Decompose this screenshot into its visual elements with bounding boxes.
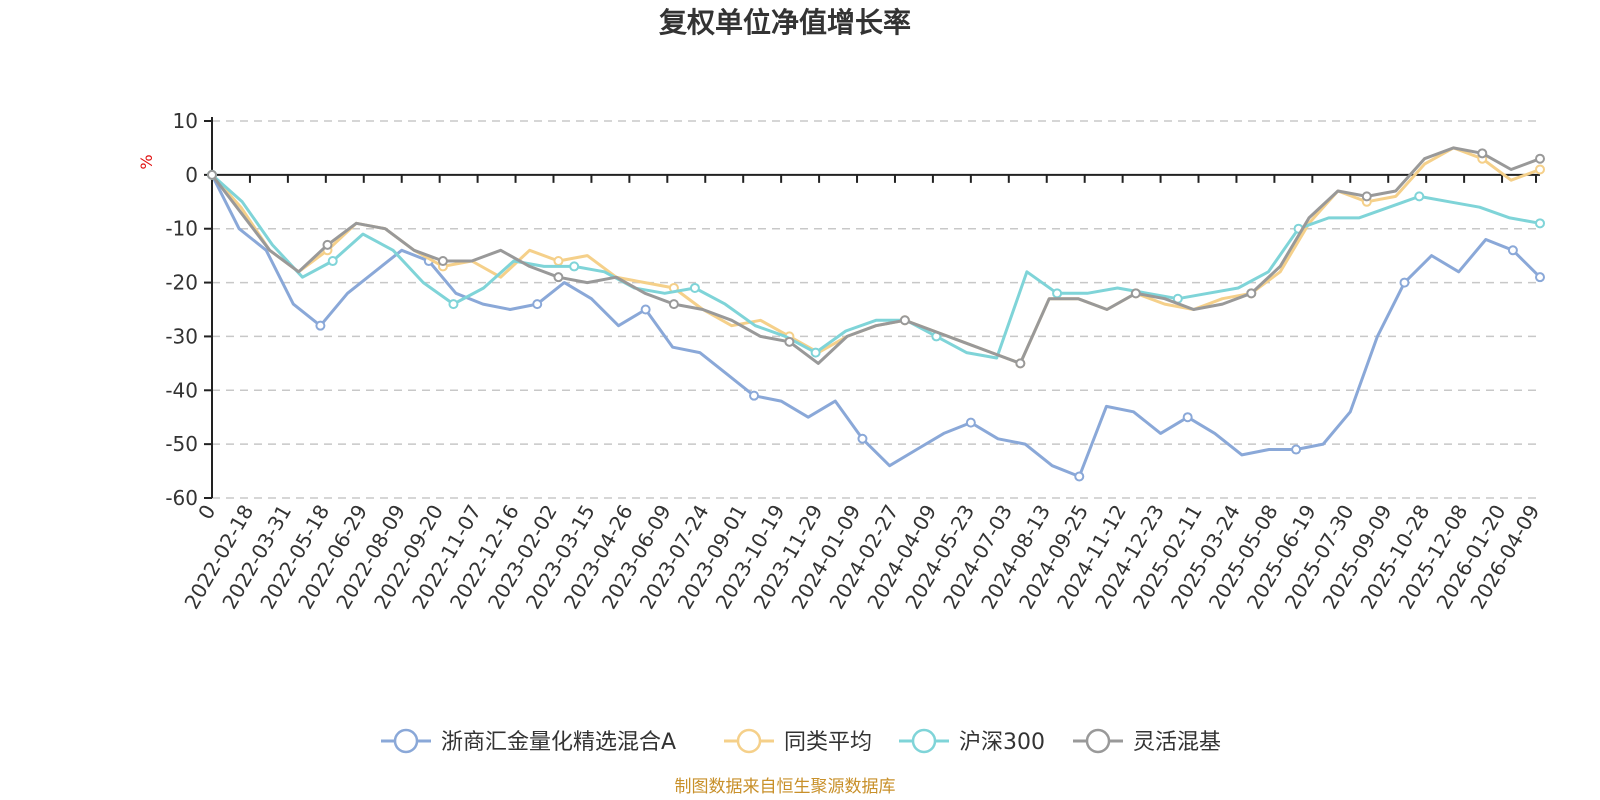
series-point — [553, 256, 564, 267]
series-point — [899, 315, 910, 326]
legend-label: 灵活混基 — [1133, 730, 1221, 755]
series-point — [1535, 272, 1545, 283]
series-lines — [207, 146, 1545, 482]
series-point — [1535, 164, 1545, 175]
series-point — [437, 256, 448, 267]
legend-item-2[interactable]: 沪深300 — [899, 728, 1045, 755]
series-point — [668, 299, 679, 310]
legend-label: 同类平均 — [784, 730, 872, 755]
series-point — [448, 299, 459, 310]
series-point — [532, 299, 543, 310]
series-point — [322, 239, 333, 250]
series-point — [1130, 288, 1141, 299]
series-point — [857, 433, 868, 444]
series-point — [1015, 358, 1026, 369]
series-point — [315, 320, 326, 331]
series-point — [749, 390, 760, 401]
series-point — [569, 261, 580, 272]
legend-marker-icon — [911, 728, 937, 754]
series-point — [1399, 277, 1410, 288]
legend-item-1[interactable]: 同类平均 — [724, 728, 872, 755]
legend-item-3[interactable]: 灵活混基 — [1073, 728, 1221, 755]
series-point — [689, 282, 700, 293]
series-point — [1507, 245, 1518, 256]
y-tick-label: 10 — [173, 109, 198, 133]
series-point — [1414, 191, 1425, 202]
x-tick-label-origin: 0 — [193, 501, 220, 524]
series-point — [1535, 153, 1545, 164]
series-point — [1246, 288, 1257, 299]
series-point — [207, 169, 217, 180]
series-line-3 — [210, 146, 1542, 365]
series-point — [784, 336, 795, 347]
y-tick-label: -30 — [165, 324, 198, 348]
series-point — [810, 347, 821, 358]
chart-title: 复权单位净值增长率 — [659, 6, 911, 39]
y-tick-label: -50 — [165, 432, 198, 456]
series-point — [1361, 191, 1372, 202]
y-tick-label: -20 — [165, 271, 198, 295]
y-tick-label: -60 — [165, 486, 198, 510]
series-line-0 — [210, 173, 1542, 478]
source-note: 制图数据来自恒生聚源数据库 — [675, 777, 896, 797]
legend-label: 浙商汇金量化精选混合A — [441, 730, 676, 755]
legend-item-0[interactable]: 浙商汇金量化精选混合A — [381, 728, 676, 755]
series-point — [1052, 288, 1063, 299]
y-tick-label: -40 — [165, 378, 198, 402]
series-point — [640, 304, 651, 315]
y-tick-label: 0 — [185, 163, 198, 187]
axes: 100-10-20-30-40-50-6002022-02-182022-03-… — [165, 109, 1544, 613]
legend-label: 沪深300 — [959, 730, 1045, 755]
series-point — [1182, 412, 1193, 423]
series-point — [1074, 471, 1085, 482]
series-point — [1477, 148, 1488, 159]
legend-marker-icon — [393, 728, 419, 754]
series-point — [965, 417, 976, 428]
series-line-2 — [210, 173, 1542, 360]
series-point — [553, 272, 564, 283]
gridlines — [212, 120, 1540, 499]
series-point — [1291, 444, 1302, 455]
y-tick-label: -10 — [165, 217, 198, 241]
series-point — [1535, 218, 1545, 229]
legend-marker-icon — [1085, 728, 1111, 754]
legend-marker-icon — [736, 728, 762, 754]
y-axis-unit: % — [137, 154, 156, 169]
series-point — [327, 256, 338, 267]
legend[interactable]: 浙商汇金量化精选混合A 同类平均 沪深300 灵活混基 — [381, 728, 1221, 755]
